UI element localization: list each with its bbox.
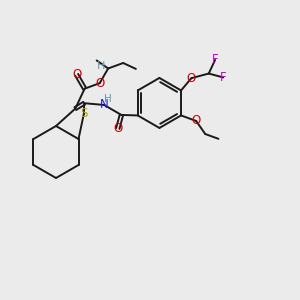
- Text: H: H: [104, 94, 112, 104]
- Text: O: O: [191, 114, 201, 128]
- Text: O: O: [113, 122, 122, 135]
- Text: S: S: [80, 107, 88, 120]
- Text: F: F: [220, 71, 226, 84]
- Text: O: O: [72, 68, 81, 81]
- Text: F: F: [212, 53, 218, 66]
- Text: O: O: [95, 77, 104, 90]
- Text: H: H: [97, 61, 105, 71]
- Text: N: N: [100, 98, 109, 111]
- Text: O: O: [187, 72, 196, 85]
